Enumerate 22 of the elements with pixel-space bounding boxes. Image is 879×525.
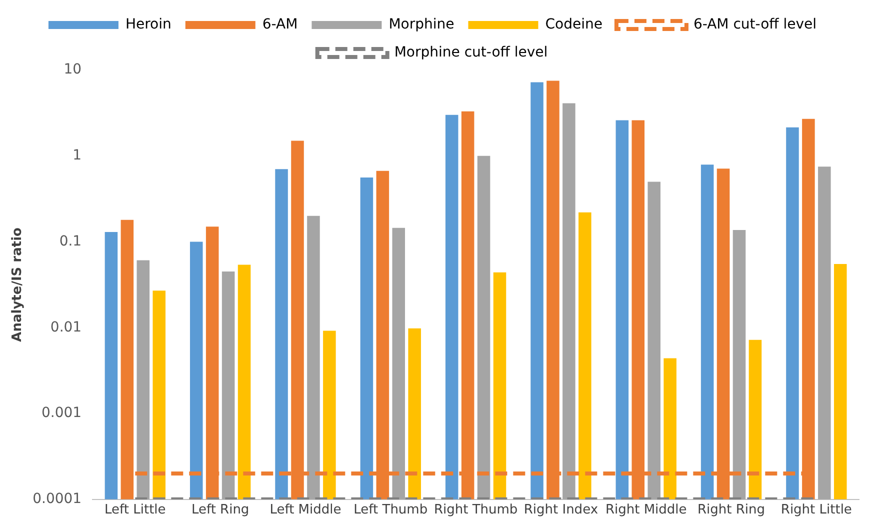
y-tick-label: 0.0001 bbox=[32, 491, 82, 508]
y-tick-label: 0.01 bbox=[50, 319, 82, 336]
x-tick-label: Right Middle bbox=[605, 502, 687, 518]
y-tick-label: 1 bbox=[72, 148, 82, 164]
y-tick-label: 0.1 bbox=[59, 233, 82, 250]
legend-label: Heroin bbox=[125, 16, 172, 33]
y-tick-label: 10 bbox=[64, 62, 82, 78]
x-tick-label: Right Ring bbox=[698, 502, 766, 518]
x-tick-label: Left Middle bbox=[270, 502, 342, 518]
y-axis-title: Analyte/IS ratio bbox=[10, 227, 26, 342]
legend-label: 6-AM cut-off level bbox=[693, 16, 817, 33]
legend-label: Morphine cut-off level bbox=[394, 44, 548, 61]
y-tick-label: 0.001 bbox=[41, 405, 82, 422]
x-tick-label: Left Thumb bbox=[354, 502, 428, 518]
x-tick-label: Right Little bbox=[780, 502, 852, 518]
legend-label: Morphine bbox=[388, 16, 454, 33]
legend-label: 6-AM bbox=[262, 16, 298, 33]
x-tick-label: Right Index bbox=[524, 502, 598, 518]
x-tick-label: Left Ring bbox=[191, 502, 250, 518]
x-tick-label: Right Thumb bbox=[434, 502, 518, 518]
x-tick-label: Left Little bbox=[104, 502, 166, 518]
legend-label: Codeine bbox=[545, 16, 602, 33]
